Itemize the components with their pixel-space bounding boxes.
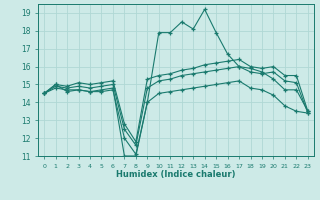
X-axis label: Humidex (Indice chaleur): Humidex (Indice chaleur) xyxy=(116,170,236,179)
